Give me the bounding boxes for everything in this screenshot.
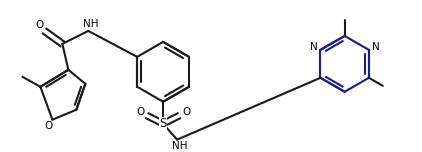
Text: N: N bbox=[310, 42, 317, 52]
Text: S: S bbox=[160, 117, 167, 130]
Text: O: O bbox=[182, 107, 190, 117]
Text: O: O bbox=[35, 20, 43, 30]
Text: NH: NH bbox=[83, 19, 98, 29]
Text: NH: NH bbox=[172, 141, 188, 151]
Text: O: O bbox=[44, 121, 52, 131]
Text: N: N bbox=[372, 42, 380, 52]
Text: O: O bbox=[136, 107, 144, 117]
